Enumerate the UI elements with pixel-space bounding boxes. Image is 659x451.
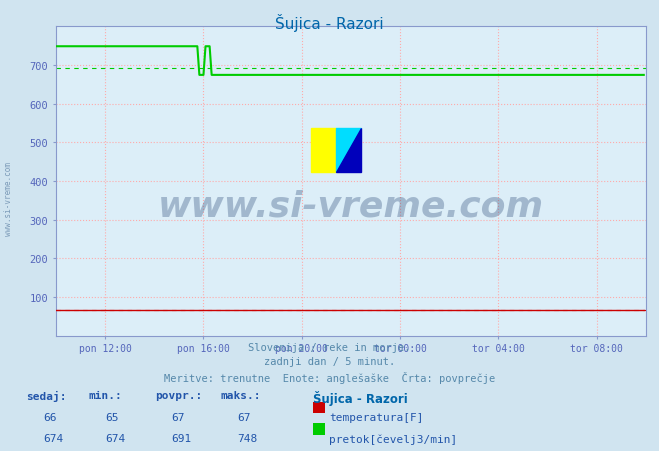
Text: 691: 691: [171, 433, 192, 443]
Text: 674: 674: [43, 433, 63, 443]
Text: temperatura[F]: temperatura[F]: [330, 412, 424, 422]
Bar: [312, 129, 336, 172]
Text: 66: 66: [43, 412, 56, 422]
Polygon shape: [336, 129, 361, 172]
Text: povpr.:: povpr.:: [155, 390, 202, 400]
Text: www.si-vreme.com: www.si-vreme.com: [158, 189, 544, 223]
Polygon shape: [336, 129, 361, 172]
Text: 674: 674: [105, 433, 126, 443]
Text: sedaj:: sedaj:: [26, 390, 67, 401]
Text: www.si-vreme.com: www.si-vreme.com: [4, 161, 13, 235]
Text: maks.:: maks.:: [221, 390, 261, 400]
Text: Meritve: trenutne  Enote: anglešaške  Črta: povprečje: Meritve: trenutne Enote: anglešaške Črta…: [164, 371, 495, 383]
Text: min.:: min.:: [89, 390, 123, 400]
Text: 67: 67: [171, 412, 185, 422]
Text: Šujica - Razori: Šujica - Razori: [313, 390, 408, 405]
Text: 67: 67: [237, 412, 250, 422]
Text: 65: 65: [105, 412, 119, 422]
Text: zadnji dan / 5 minut.: zadnji dan / 5 minut.: [264, 356, 395, 366]
Text: Slovenija / reke in morje.: Slovenija / reke in morje.: [248, 342, 411, 352]
Text: Šujica - Razori: Šujica - Razori: [275, 14, 384, 32]
Text: 748: 748: [237, 433, 258, 443]
Text: pretok[čevelj3/min]: pretok[čevelj3/min]: [330, 433, 458, 444]
